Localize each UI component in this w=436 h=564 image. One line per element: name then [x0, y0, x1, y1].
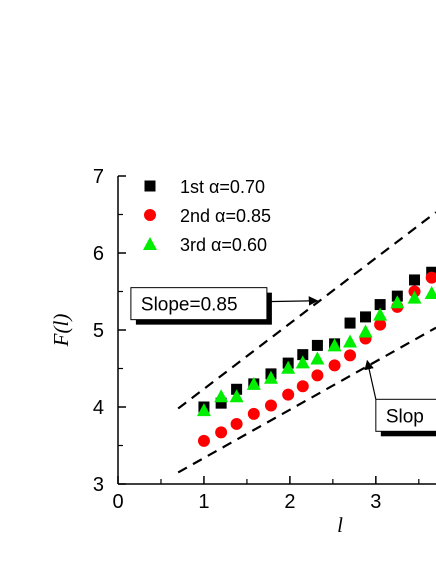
data-point-series-1: [344, 317, 356, 329]
dashed-slope-line: [177, 326, 436, 474]
data-point-series-3: [246, 376, 261, 390]
y-tick-label: 6: [93, 243, 104, 265]
legend-label: 2nd α=0.85: [180, 206, 271, 226]
x-tick-label: 3: [370, 491, 381, 513]
data-point-series-3: [373, 307, 388, 321]
data-point-series-3: [407, 290, 422, 304]
data-point-series-3: [229, 389, 244, 403]
annotation-label: Slop: [386, 406, 424, 427]
x-axis-title: l: [337, 513, 343, 537]
legend-label: 3rd α=0.60: [180, 235, 267, 255]
legend-marker-series-1: [144, 180, 156, 192]
data-point-series-1: [409, 274, 421, 286]
data-point-series-3: [281, 360, 296, 374]
data-point-series-2: [230, 417, 243, 430]
data-point-series-2: [296, 380, 309, 393]
y-tick-label: 5: [93, 320, 104, 342]
data-point-series-2: [282, 388, 295, 401]
y-tick-label: 4: [93, 397, 104, 419]
data-point-series-2: [344, 349, 357, 362]
data-point-series-3: [424, 286, 436, 300]
y-tick-label: 3: [93, 474, 104, 496]
data-point-series-2: [247, 407, 260, 420]
y-axis-title: F(l): [49, 314, 73, 348]
data-point-series-1: [374, 299, 386, 311]
data-point-series-2: [374, 318, 387, 331]
legend-marker-series-2: [144, 209, 156, 221]
data-point-series-3: [358, 324, 373, 338]
data-point-series-3: [343, 334, 358, 348]
data-point-series-2: [264, 399, 277, 412]
data-point-series-1: [297, 349, 309, 361]
data-point-series-2: [425, 271, 436, 284]
data-point-series-2: [197, 434, 210, 447]
x-tick-label: 2: [284, 491, 295, 513]
annotation-box: [130, 287, 268, 321]
dashed-slope-line: [177, 211, 436, 410]
data-point-series-3: [390, 295, 405, 309]
annotation-box: [375, 398, 436, 432]
data-point-series-1: [311, 339, 323, 351]
data-point-series-3: [295, 355, 310, 369]
data-point-series-3: [327, 338, 342, 352]
annotation-label: Slope=0.85: [141, 295, 238, 316]
x-tick-label: 0: [112, 491, 123, 513]
annotation-arrow: [266, 296, 319, 306]
data-point-series-3: [310, 351, 325, 365]
data-point-series-2: [328, 359, 341, 372]
data-point-series-2: [215, 426, 228, 439]
annotation-arrow: [364, 359, 377, 400]
legend-marker-series-3: [143, 237, 157, 250]
legend-label: 1st α=0.70: [180, 177, 265, 197]
data-point-series-1: [215, 397, 227, 409]
data-point-series-3: [263, 370, 278, 384]
data-point-series-1: [360, 311, 372, 323]
y-tick-label: 7: [93, 166, 104, 188]
data-point-series-2: [311, 369, 324, 382]
x-tick-label: 1: [198, 491, 209, 513]
data-point-series-3: [214, 389, 229, 403]
data-point-series-3: [196, 403, 211, 417]
